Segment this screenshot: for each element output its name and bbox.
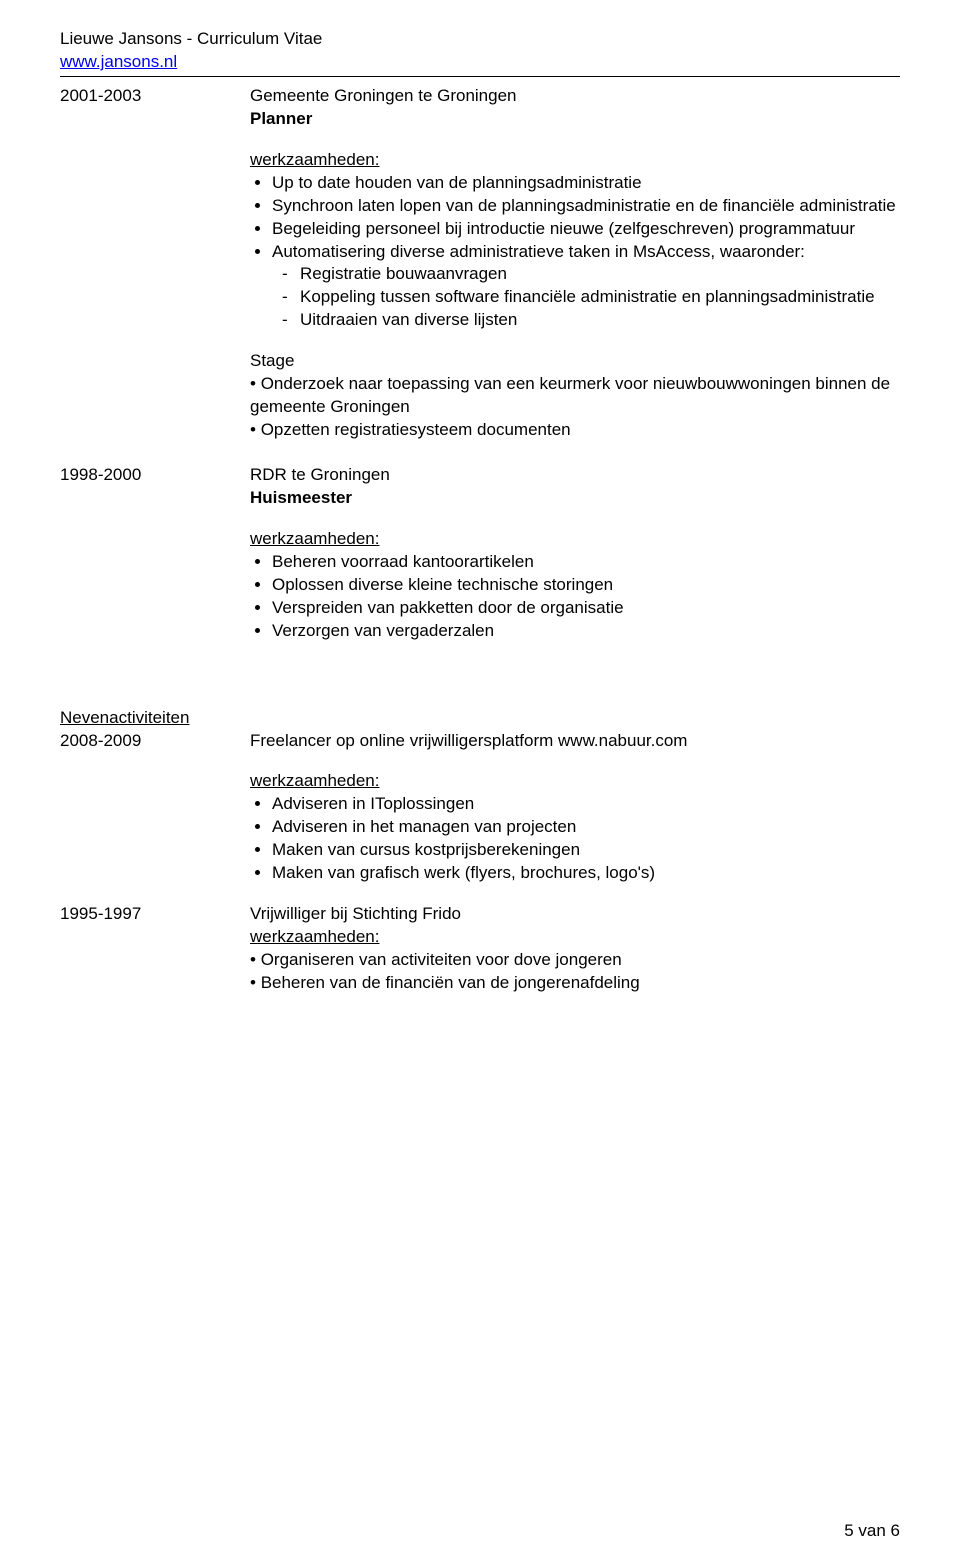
job1-b4: Automatisering diverse administratieve t…	[272, 241, 900, 333]
neven2-l1: Organiseren van activiteiten voor dove j…	[250, 949, 900, 972]
header-block: Lieuwe Jansons - Curriculum Vitae www.ja…	[60, 28, 900, 77]
job2-title: Huismeester	[250, 487, 900, 510]
neven2-years: 1995-1997	[60, 903, 250, 995]
neven-2008-2009: 2008-2009 Freelancer op online vrijwilli…	[60, 730, 900, 886]
job1-b3: Begeleiding personeel bij introductie ni…	[272, 218, 900, 241]
job1-b4-text: Automatisering diverse administratieve t…	[272, 242, 805, 261]
neven1-years: 2008-2009	[60, 730, 250, 886]
neven2-werk-label: werkzaamheden:	[250, 926, 900, 949]
neven1-line: Freelancer op online vrijwilligersplatfo…	[250, 730, 900, 753]
job1-werk-label: werkzaamheden:	[250, 149, 900, 172]
job1-org: Gemeente Groningen te Groningen	[250, 85, 900, 108]
neven1-b3: Maken van cursus kostprijsberekeningen	[272, 839, 900, 862]
neven1-bullets: Adviseren in IToplossingen Adviseren in …	[272, 793, 900, 885]
job1-stage-l2: Opzetten registratiesysteem documenten	[250, 419, 900, 442]
job2-bullets: Beheren voorraad kantoorartikelen Oploss…	[272, 551, 900, 643]
neven1-b2: Adviseren in het managen van projecten	[272, 816, 900, 839]
neven-heading: Nevenactiviteiten	[60, 707, 900, 730]
header-rule	[60, 76, 900, 77]
page-number: 5 van 6	[844, 1520, 900, 1543]
job2-b1: Beheren voorraad kantoorartikelen	[272, 551, 900, 574]
job2-org: RDR te Groningen	[250, 464, 900, 487]
job2-b2: Oplossen diverse kleine technische stori…	[272, 574, 900, 597]
neven2-l2: Beheren van de financiën van de jongeren…	[250, 972, 900, 995]
job1-b2: Synchroon laten lopen van de planningsad…	[272, 195, 900, 218]
neven1-werk-label: werkzaamheden:	[250, 770, 900, 793]
job2-years: 1998-2000	[60, 464, 250, 643]
job2-werk-label: werkzaamheden:	[250, 528, 900, 551]
job2-b4: Verzorgen van vergaderzalen	[272, 620, 900, 643]
header-name: Lieuwe Jansons - Curriculum Vitae	[60, 28, 900, 51]
job1-stage-label: Stage	[250, 350, 900, 373]
job1-b4-s3: Uitdraaien van diverse lijsten	[300, 309, 900, 332]
job1-title: Planner	[250, 108, 900, 131]
neven1-content: Freelancer op online vrijwilligersplatfo…	[250, 730, 900, 886]
job-2001-2003: 2001-2003 Gemeente Groningen te Groninge…	[60, 85, 900, 442]
job1-stage-l1: Onderzoek naar toepassing van een keurme…	[250, 373, 900, 419]
job1-b4-s1: Registratie bouwaanvragen	[300, 263, 900, 286]
neven2-content: Vrijwilliger bij Stichting Frido werkzaa…	[250, 903, 900, 995]
job-1998-2000: 1998-2000 RDR te Groningen Huismeester w…	[60, 464, 900, 643]
job1-content: Gemeente Groningen te Groningen Planner …	[250, 85, 900, 442]
job2-b3: Verspreiden van pakketten door de organi…	[272, 597, 900, 620]
job1-b1: Up to date houden van de planningsadmini…	[272, 172, 900, 195]
job1-stage: Stage Onderzoek naar toepassing van een …	[250, 350, 900, 442]
neven1-b1: Adviseren in IToplossingen	[272, 793, 900, 816]
job1-years: 2001-2003	[60, 85, 250, 442]
neven-1995-1997: 1995-1997 Vrijwilliger bij Stichting Fri…	[60, 903, 900, 995]
header-link[interactable]: www.jansons.nl	[60, 52, 177, 71]
neven2-line: Vrijwilliger bij Stichting Frido	[250, 903, 900, 926]
job1-b4-s2: Koppeling tussen software financiële adm…	[300, 286, 900, 309]
neven1-b4: Maken van grafisch werk (flyers, brochur…	[272, 862, 900, 885]
cv-page: Lieuwe Jansons - Curriculum Vitae www.ja…	[0, 0, 960, 1563]
job2-content: RDR te Groningen Huismeester werkzaamhed…	[250, 464, 900, 643]
job1-b4-sub: Registratie bouwaanvragen Koppeling tuss…	[300, 263, 900, 332]
job1-bullets: Up to date houden van de planningsadmini…	[272, 172, 900, 333]
